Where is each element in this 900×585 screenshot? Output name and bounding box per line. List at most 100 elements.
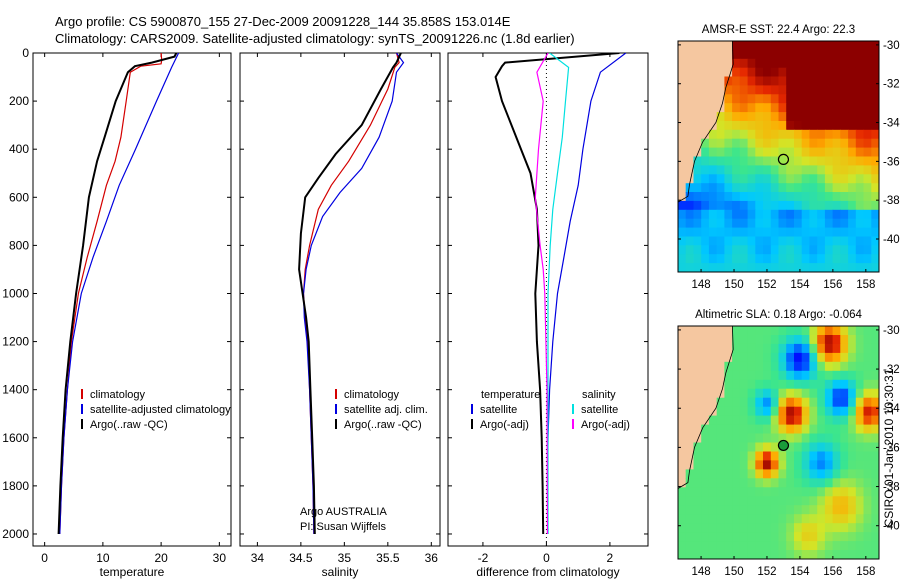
map-cell <box>824 478 834 488</box>
map-cell <box>693 174 702 184</box>
map-cell <box>747 442 756 453</box>
map-cell <box>716 397 725 408</box>
map-cell <box>794 236 803 246</box>
map-cell <box>755 514 764 524</box>
map-cell <box>747 361 756 372</box>
map-cell <box>747 460 756 470</box>
map-cell <box>801 67 810 78</box>
map-cell <box>863 183 872 193</box>
map-cell <box>755 379 764 390</box>
map-cell <box>778 67 787 78</box>
map-cell <box>724 469 733 479</box>
map-cell <box>770 460 780 470</box>
map-cell <box>794 424 803 435</box>
map-cell <box>778 370 787 381</box>
map-cell <box>809 245 818 255</box>
map-cell <box>832 406 841 417</box>
map-cell <box>817 335 826 345</box>
map-cell <box>693 451 702 462</box>
map-cell <box>755 523 764 533</box>
map-cell <box>840 76 849 86</box>
map-cell <box>755 129 764 140</box>
map-cell <box>678 496 687 506</box>
map-cell <box>871 254 879 264</box>
map-cell <box>732 129 741 140</box>
map-cell <box>848 138 857 149</box>
map-cell <box>739 121 749 131</box>
map-cell <box>817 200 826 211</box>
map-cell <box>763 487 772 497</box>
map-cell <box>832 335 841 345</box>
panel-frame <box>32 52 232 547</box>
map-cell <box>747 174 756 184</box>
map-cell <box>770 532 780 542</box>
map-cell <box>747 352 756 363</box>
map-cell <box>832 94 841 104</box>
map-cell <box>840 94 849 104</box>
map-cell <box>755 361 764 372</box>
map-cell <box>832 200 841 211</box>
map-cell <box>855 200 865 211</box>
map-cell <box>770 335 780 345</box>
map-cell <box>724 129 733 140</box>
map-cell <box>786 112 795 122</box>
map-cell <box>855 424 865 435</box>
map-cell <box>778 200 787 211</box>
map-cell <box>794 165 803 175</box>
map-cell <box>832 442 841 453</box>
map-cell <box>763 370 772 381</box>
map-cell <box>855 326 865 336</box>
series-line <box>547 53 570 534</box>
map-cell <box>770 496 780 506</box>
map-cell <box>863 523 872 533</box>
map-cell <box>840 415 849 426</box>
y-tick-label: 2000 <box>2 527 29 541</box>
map-cell <box>747 147 756 158</box>
map-cell <box>855 388 865 399</box>
map-cell <box>724 236 733 246</box>
map-cell <box>801 532 810 542</box>
map-cell <box>786 388 795 399</box>
map-cell <box>840 326 849 336</box>
map-cell <box>855 487 865 497</box>
map-cell <box>724 379 733 390</box>
map-cell <box>817 460 826 470</box>
map-cell <box>824 121 834 131</box>
map-cell <box>763 505 772 515</box>
map-cell <box>863 487 872 497</box>
map-cell <box>809 397 818 408</box>
map-cell <box>809 433 818 444</box>
map-cell <box>778 174 787 184</box>
map-cell <box>724 209 733 220</box>
map-cell <box>848 218 857 229</box>
map-cell <box>732 165 741 175</box>
map-cell <box>778 352 787 363</box>
map-cell <box>809 370 818 381</box>
map-cell <box>763 49 772 60</box>
map-cell <box>739 218 749 229</box>
map-cell <box>732 487 741 497</box>
map-cell <box>755 496 764 506</box>
map-cell <box>824 388 834 399</box>
map-cell <box>824 174 834 184</box>
map-cell <box>755 424 764 435</box>
map-cell <box>824 218 834 229</box>
map-cell <box>701 192 710 202</box>
map-cell <box>863 550 872 559</box>
map-cell <box>778 245 787 255</box>
map-cell <box>817 388 826 399</box>
map-cell <box>840 227 849 238</box>
map-cell <box>794 138 803 149</box>
map-cell <box>763 514 772 524</box>
map-cell <box>724 424 733 435</box>
map-cell <box>871 174 879 184</box>
map-y-tick-label: -36 <box>883 156 900 168</box>
map-cell <box>732 424 741 435</box>
map-cell <box>739 156 749 166</box>
map-cell <box>732 478 741 488</box>
map-cell <box>824 209 834 220</box>
map-cell <box>778 415 787 426</box>
map-cell <box>778 451 787 462</box>
map-cell <box>716 433 725 444</box>
map-x-tick-label: 150 <box>724 566 743 578</box>
